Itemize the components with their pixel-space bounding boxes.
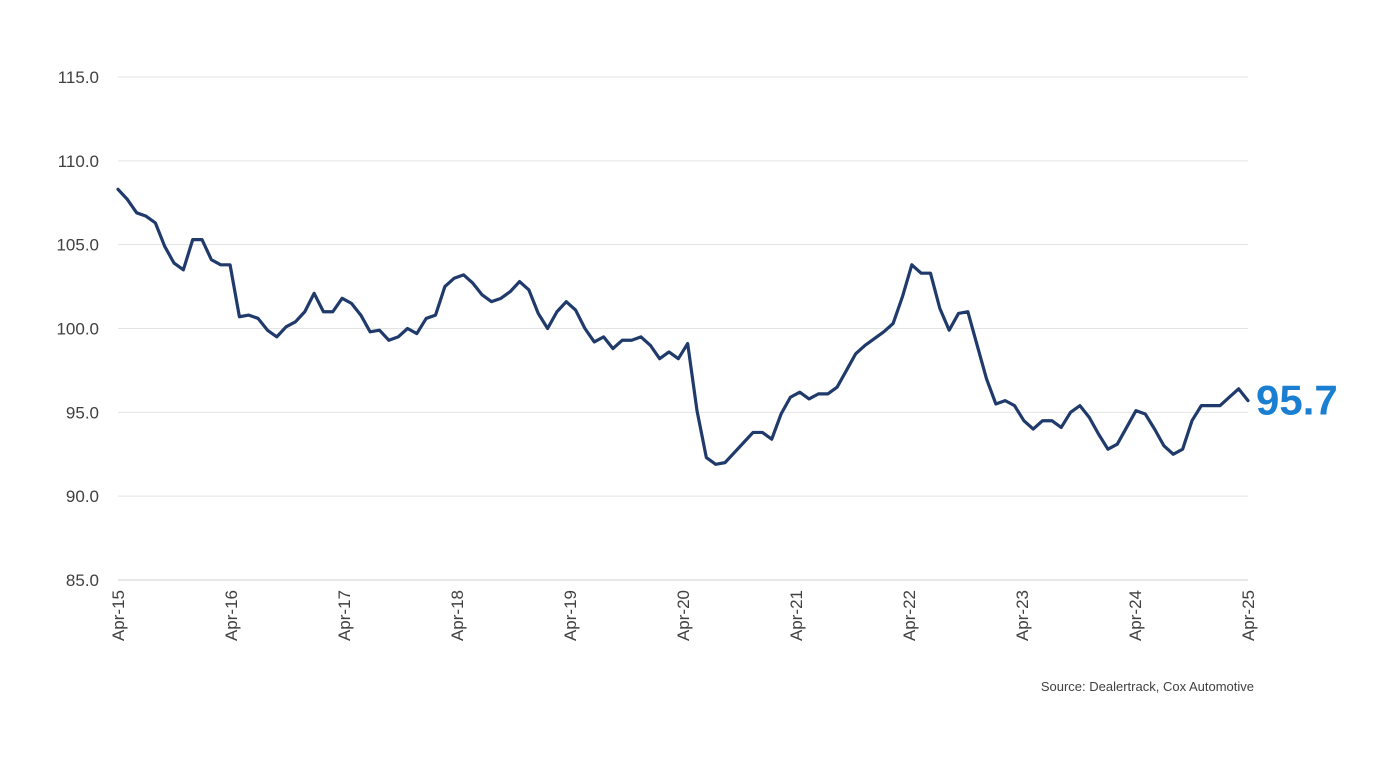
x-tick-label: Apr-19 bbox=[561, 590, 580, 641]
gridlines bbox=[118, 76, 1248, 581]
x-tick-label: Apr-16 bbox=[222, 590, 241, 641]
series-line bbox=[116, 187, 1250, 466]
y-tick-label: 95.0 bbox=[66, 403, 99, 422]
x-axis-tick-labels: Apr-15 Apr-16 Apr-17 Apr-18 Apr-19 Apr-20 Apr-… bbox=[109, 590, 1258, 641]
y-tick-label: 90.0 bbox=[66, 487, 99, 506]
x-tick-label: Apr-15 bbox=[109, 590, 128, 641]
y-tick-label: 105.0 bbox=[56, 236, 99, 255]
source-note: Source: Dealertrack, Cox Automotive bbox=[1040, 679, 1254, 694]
x-tick-label: Apr-25 bbox=[1239, 590, 1258, 641]
x-tick-label: Apr-18 bbox=[448, 590, 467, 641]
y-tick-label: 110.0 bbox=[58, 152, 99, 171]
y-tick-label: 115.0 bbox=[58, 68, 99, 87]
x-tick-label: Apr-22 bbox=[900, 590, 919, 641]
end-value-label: 95.7 bbox=[1256, 377, 1338, 424]
x-tick-label: Apr-24 bbox=[1126, 590, 1145, 641]
y-tick-label: 100.0 bbox=[56, 320, 99, 339]
x-tick-label: Apr-21 bbox=[787, 590, 806, 641]
y-tick-label: 85.0 bbox=[66, 571, 99, 590]
x-tick-label: Apr-20 bbox=[674, 590, 693, 641]
y-axis-tick-labels: 85.0 90.0 95.0 100.0 105.0 110.0 115.0 bbox=[56, 68, 99, 590]
x-tick-label: Apr-23 bbox=[1013, 590, 1032, 641]
x-tick-label: Apr-17 bbox=[335, 590, 354, 641]
